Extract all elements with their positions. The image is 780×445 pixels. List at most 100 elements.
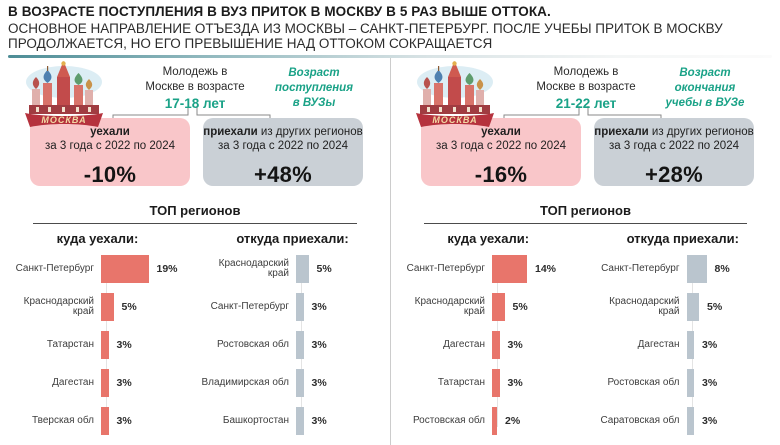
panel-top-21-22: МОСКВА Молодежь в Москве в возрасте 21-2… xyxy=(391,60,780,194)
bar xyxy=(687,255,707,283)
bar-value: 19% xyxy=(157,263,178,275)
bar-row: Ростовская обл 2% xyxy=(391,407,586,435)
panel-age-17-18: МОСКВА Молодежь в Москве в возрасте 17-1… xyxy=(0,58,390,445)
bar-label: Санкт-Петербург xyxy=(195,302,295,313)
top-regions-title: ТОП регионов xyxy=(0,203,390,218)
panel-top-17-18: МОСКВА Молодежь в Москве в возрасте 17-1… xyxy=(0,60,390,194)
bar-label: Санкт-Петербург xyxy=(586,264,686,275)
inflow-box-title-rest: из других регионов xyxy=(258,126,363,138)
chart-out-rows: Санкт-Петербург 19% Краснодарский край 5… xyxy=(0,255,195,435)
inflow-box-period: за 3 года с 2022 по 2024 xyxy=(203,140,363,154)
bar-label: Краснодарский край xyxy=(586,297,686,318)
top-regions-rule xyxy=(424,223,747,224)
inflow-box-title: приехали из других регионов xyxy=(203,126,363,140)
bar-row: Санкт-Петербург 14% xyxy=(391,255,586,283)
moscow-banner-label: МОСКВА xyxy=(432,115,477,125)
inflow-box-title-bold: приехали xyxy=(203,126,257,138)
bar-label: Башкортостан xyxy=(195,416,295,427)
bar-value: 3% xyxy=(117,415,132,427)
bar xyxy=(492,331,500,359)
bar xyxy=(296,293,304,321)
panel-age-21-22: МОСКВА Молодежь в Москве в возрасте 21-2… xyxy=(390,58,780,445)
inflow-box-title-bold: приехали xyxy=(594,126,648,138)
bar-value: 3% xyxy=(702,339,717,351)
bar-row: Санкт-Петербург 3% xyxy=(195,293,390,321)
bar-value: 5% xyxy=(513,301,528,313)
charts-21-22: куда уехали: Санкт-Петербург 14% Краснод… xyxy=(391,227,780,445)
bar-value: 5% xyxy=(317,263,332,275)
bar-row: Татарстан 3% xyxy=(391,369,586,397)
inflow-box-period: за 3 года с 2022 по 2024 xyxy=(594,140,754,154)
inflow-value: +48% xyxy=(203,162,363,188)
bar-row: Дагестан 3% xyxy=(0,369,195,397)
bar-value: 3% xyxy=(117,339,132,351)
bar-value: 8% xyxy=(715,263,730,275)
bar-label: Ростовская обл xyxy=(195,340,295,351)
bar-label: Санкт-Петербург xyxy=(391,264,491,275)
bar-value: 3% xyxy=(508,339,523,351)
charts-17-18: куда уехали: Санкт-Петербург 19% Краснод… xyxy=(0,227,390,445)
chart-out-title: куда уехали: xyxy=(391,231,586,246)
slide-subtitle: ОСНОВНОЕ НАПРАВЛЕНИЕ ОТЪЕЗДА ИЗ МОСКВЫ –… xyxy=(8,21,772,52)
chart-out-rows: Санкт-Петербург 14% Краснодарский край 5… xyxy=(391,255,586,435)
bar xyxy=(296,255,309,283)
bar-row: Санкт-Петербург 8% xyxy=(586,255,780,283)
bar-row: Краснодарский край 5% xyxy=(586,293,780,321)
bar xyxy=(687,369,695,397)
bar-row: Дагестан 3% xyxy=(391,331,586,359)
outflow-box-title: уехали xyxy=(421,126,581,140)
bar-value: 3% xyxy=(312,377,327,389)
bar-label: Тверская обл xyxy=(0,416,100,427)
bar-label: Краснодарский край xyxy=(0,297,100,318)
chart-out-title: куда уехали: xyxy=(0,231,195,246)
chart-in-title: откуда приехали: xyxy=(586,231,780,246)
bar xyxy=(101,407,109,435)
chart-in-rows: Санкт-Петербург 8% Краснодарский край 5%… xyxy=(586,255,780,435)
bar-label: Дагестан xyxy=(0,378,100,389)
slide-title: В ВОЗРАСТЕ ПОСТУПЛЕНИЯ В ВУЗ ПРИТОК В МО… xyxy=(8,4,772,20)
moscow-banner-label: МОСКВА xyxy=(41,115,86,125)
bar-row: Татарстан 3% xyxy=(0,331,195,359)
audience-block: Молодежь в Москве в возрасте 21-22 лет xyxy=(517,65,655,111)
bar-label: Владимирская обл xyxy=(195,378,295,389)
bar-value: 3% xyxy=(117,377,132,389)
bar-label: Саратовская обл xyxy=(586,416,686,427)
slide-header: В ВОЗРАСТЕ ПОСТУПЛЕНИЯ В ВУЗ ПРИТОК В МО… xyxy=(0,0,780,58)
top-regions-title: ТОП регионов xyxy=(391,203,780,218)
bar xyxy=(101,331,109,359)
audience-text: Молодежь в Москве в возрасте xyxy=(517,65,655,95)
bar-value: 3% xyxy=(312,301,327,313)
bar xyxy=(101,293,114,321)
bar xyxy=(492,407,497,435)
bar-label: Ростовская обл xyxy=(391,416,491,427)
chart-in-17-18: откуда приехали: Краснодарский край 5% С… xyxy=(195,227,390,445)
bar-value: 3% xyxy=(508,377,523,389)
outflow-box-period: за 3 года с 2022 по 2024 xyxy=(30,140,190,154)
bar xyxy=(687,407,695,435)
chart-out-21-22: куда уехали: Санкт-Петербург 14% Краснод… xyxy=(391,227,586,445)
bar xyxy=(101,255,149,283)
bar-row: Краснодарский край 5% xyxy=(195,255,390,283)
bar-row: Санкт-Петербург 19% xyxy=(0,255,195,283)
bar-row: Краснодарский край 5% xyxy=(0,293,195,321)
bar-row: Владимирская обл 3% xyxy=(195,369,390,397)
bar-label: Краснодарский край xyxy=(391,297,491,318)
outflow-value: -10% xyxy=(30,162,190,188)
inflow-value: +28% xyxy=(594,162,754,188)
bar xyxy=(492,293,505,321)
chart-in-title: откуда приехали: xyxy=(195,231,390,246)
bar xyxy=(687,293,700,321)
bar-row: Ростовская обл 3% xyxy=(195,331,390,359)
bar-row: Башкортостан 3% xyxy=(195,407,390,435)
panels-container: МОСКВА Молодежь в Москве в возрасте 17-1… xyxy=(0,58,780,445)
bar-label: Краснодарский край xyxy=(195,259,295,280)
bar xyxy=(492,255,527,283)
bar-value: 3% xyxy=(702,377,717,389)
bar-value: 2% xyxy=(505,415,520,427)
bar-value: 14% xyxy=(535,263,556,275)
bar-row: Дагестан 3% xyxy=(586,331,780,359)
bar-label: Дагестан xyxy=(586,340,686,351)
inflow-box-title: приехали из других регионов xyxy=(594,126,754,140)
chart-in-rows: Краснодарский край 5% Санкт-Петербург 3%… xyxy=(195,255,390,435)
bar-label: Санкт-Петербург xyxy=(0,264,100,275)
